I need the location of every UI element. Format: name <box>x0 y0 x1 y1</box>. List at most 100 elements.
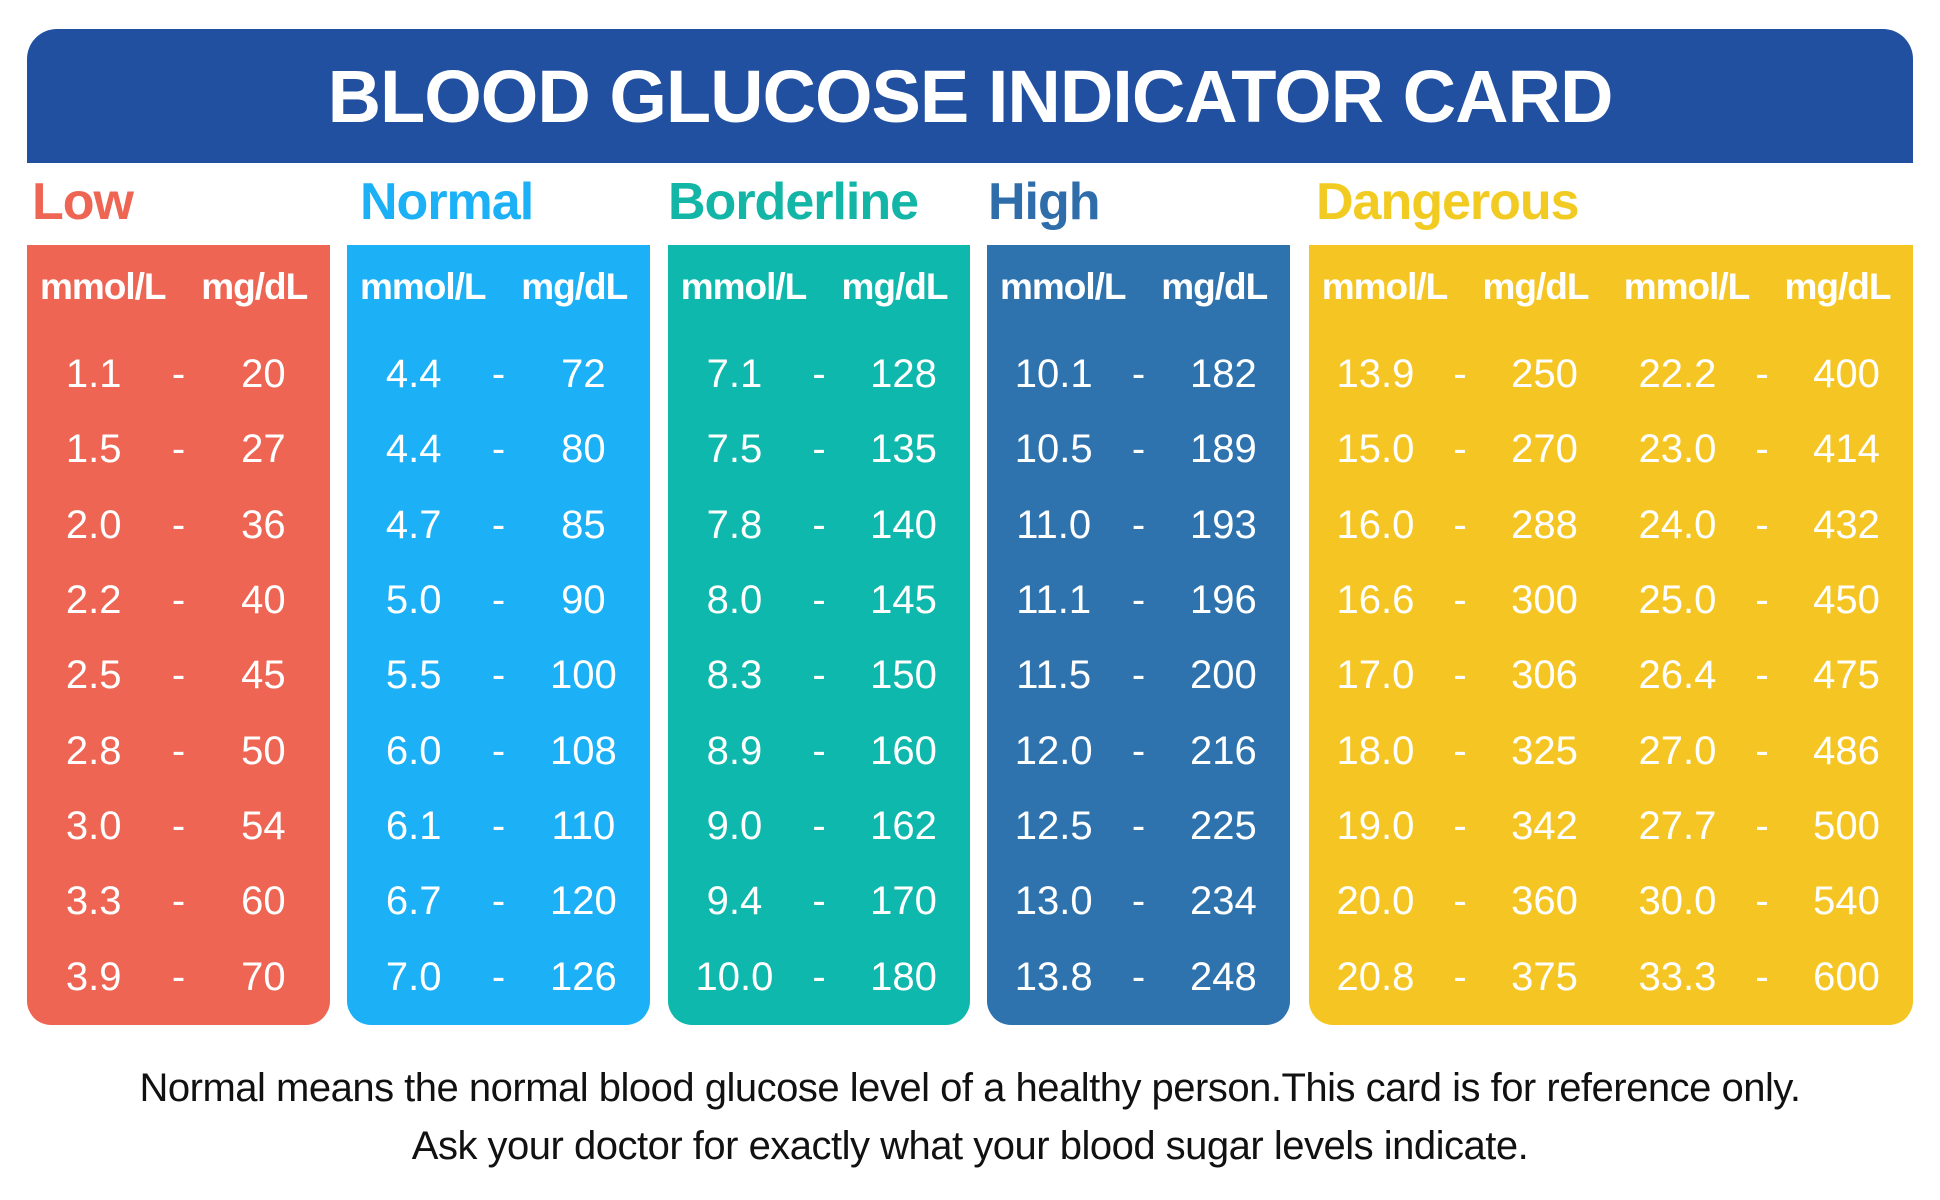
mmol-value: 5.5 <box>385 653 442 698</box>
dash: - <box>1131 352 1146 397</box>
dash: - <box>1755 502 1769 547</box>
mg-value: 140 <box>870 502 937 547</box>
mg-value: 414 <box>1813 427 1880 472</box>
unit-mg-label: mg/dL <box>841 266 949 307</box>
footer-note-line-2: Ask your doctor for exactly what your bl… <box>411 1124 1529 1168</box>
table-row: 6.0 -108 <box>347 713 650 788</box>
panel-normal: mmol/L mg/dL 4.4-72 4.4-80 4.7-85 5.0-90 5.5-1… <box>347 245 650 1025</box>
mg-value: 250 <box>1511 352 1578 397</box>
mmol-value: 16.6 <box>1336 578 1415 623</box>
dash: - <box>1453 879 1467 924</box>
value-column: mmol/L mg/dL 22.2-400 23.0-414 24.0-432 25.0-… <box>1611 245 1913 1015</box>
table-row: 10.5-189 <box>987 412 1290 487</box>
mmol-value: 22.2 <box>1638 352 1717 397</box>
table-row: 10.0-180 <box>668 939 970 1014</box>
mmol-value: 9.0 <box>706 803 763 848</box>
units-header: mmol/L mg/dL <box>347 245 650 329</box>
mg-value: 540 <box>1813 879 1880 924</box>
mg-value: 145 <box>870 578 937 623</box>
mg-value: 196 <box>1189 578 1257 623</box>
table-row: 8.3 -150 <box>668 638 970 713</box>
mmol-value: 2.0 <box>65 502 122 547</box>
mg-value: 475 <box>1813 653 1880 698</box>
dash: - <box>1131 427 1146 472</box>
table-row: 2.0 - 36 <box>27 488 330 563</box>
panel-borderline: mmol/L mg/dL 7.1-128 7.5-135 7.8-140 8.0-145 8… <box>668 245 970 1025</box>
mmol-value: 6.0 <box>385 728 442 773</box>
mg-value: 180 <box>870 954 937 999</box>
table-row: 13.8-248 <box>987 939 1290 1014</box>
mg-value: 500 <box>1813 803 1880 848</box>
table-row: 4.4 - 80 <box>347 412 650 487</box>
table-row: 7.1 -128 <box>668 337 970 412</box>
mg-value: 45 <box>241 653 286 698</box>
mmol-value: 19.0 <box>1336 803 1415 848</box>
dash: - <box>1453 502 1467 547</box>
table-row: 6.1 -110 <box>347 789 650 864</box>
mmol-value: 20.8 <box>1336 954 1415 999</box>
table-row: 8.9 -160 <box>668 713 970 788</box>
unit-mg-label: mg/dL <box>521 266 628 307</box>
mmol-value: 9.4 <box>706 879 763 924</box>
table-row: 30.0-540 <box>1611 864 1913 939</box>
dash: - <box>491 728 506 773</box>
table-row: 13.0-234 <box>987 864 1290 939</box>
dash: - <box>1131 653 1146 698</box>
category-title-low: Low <box>32 173 134 231</box>
mmol-value: 26.4 <box>1638 653 1717 698</box>
mmol-value: 12.5 <box>1014 803 1093 848</box>
dash: - <box>491 427 506 472</box>
mmol-value: 4.7 <box>385 502 442 547</box>
dash: - <box>1755 803 1769 848</box>
unit-mmol-label: mmol/L <box>1623 266 1751 307</box>
table-row: 20.8-375 <box>1309 939 1611 1014</box>
mg-value: 20 <box>241 352 286 397</box>
mmol-value: 8.0 <box>706 578 763 623</box>
mmol-value: 7.0 <box>385 954 442 999</box>
value-column: mmol/L mg/dL 4.4-72 4.4-80 4.7-85 5.0-90 5.5-1… <box>347 245 650 1015</box>
table-row: 18.0-325 <box>1309 713 1611 788</box>
panel-low: mmol/L mg/dL 1.1 - 20 1.5 - 27 2.0 - 36 2.2 - 40 2.5 - 4… <box>27 245 330 1025</box>
mg-value: 162 <box>870 803 937 848</box>
unit-mg-label: mg/dL <box>1161 266 1268 307</box>
mmol-value: 5.0 <box>385 578 442 623</box>
panel-high: mmol/L mg/dL 10.1-182 10.5-189 11.0-193 11.1-… <box>987 245 1290 1025</box>
dash: - <box>491 578 506 623</box>
dash: - <box>1755 954 1769 999</box>
mg-value: 70 <box>241 954 286 999</box>
table-row: 7.8 -140 <box>668 488 970 563</box>
mmol-value: 13.0 <box>1014 879 1093 924</box>
value-column: mmol/L mg/dL 7.1-128 7.5-135 7.8-140 8.0-145 8… <box>668 245 970 1015</box>
dash: - <box>171 352 186 397</box>
mg-value: 200 <box>1189 653 1257 698</box>
dash: - <box>1131 803 1146 848</box>
dash: - <box>812 879 826 924</box>
mg-value: 248 <box>1189 954 1257 999</box>
mmol-value: 2.2 <box>65 578 122 623</box>
table-row: 12.0-216 <box>987 713 1290 788</box>
unit-mmol-label: mmol/L <box>1321 266 1449 307</box>
dash: - <box>171 803 186 848</box>
dash: - <box>491 879 506 924</box>
mg-value: 450 <box>1813 578 1880 623</box>
mmol-value: 7.8 <box>706 502 763 547</box>
dash: - <box>812 502 826 547</box>
mg-value: 216 <box>1189 728 1257 773</box>
mmol-value: 10.1 <box>1014 352 1093 397</box>
table-row: 8.0 -145 <box>668 563 970 638</box>
unit-mg-label: mg/dL <box>1784 266 1892 307</box>
dash: - <box>812 427 826 472</box>
dash: - <box>1755 352 1769 397</box>
table-row: 19.0-342 <box>1309 789 1611 864</box>
mmol-value: 16.0 <box>1336 502 1415 547</box>
mmol-value: 23.0 <box>1638 427 1717 472</box>
mg-value: 600 <box>1813 954 1880 999</box>
category-title-borderline: Borderline <box>668 173 919 231</box>
dash: - <box>1755 879 1769 924</box>
card-header: BLOOD GLUCOSE INDICATOR CARD <box>27 29 1913 163</box>
table-row: 13.9-250 <box>1309 337 1611 412</box>
unit-mmol-label: mmol/L <box>999 266 1127 307</box>
mg-value: 27 <box>241 427 286 472</box>
mmol-value: 30.0 <box>1638 879 1717 924</box>
units-header: mmol/L mg/dL <box>668 245 970 329</box>
